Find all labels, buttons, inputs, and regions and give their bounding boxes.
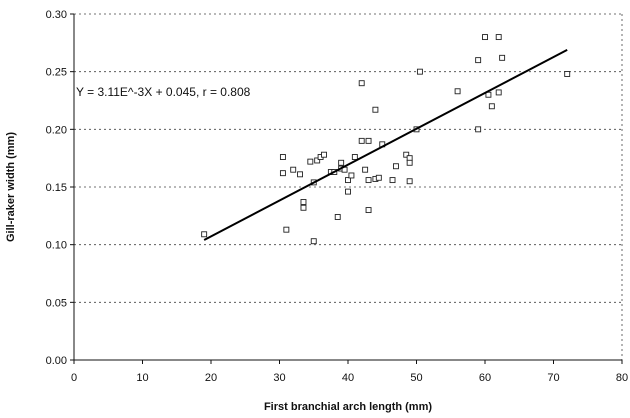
- data-point: [290, 166, 297, 173]
- data-points: [201, 34, 571, 245]
- y-tick-label: 0.25: [46, 67, 67, 79]
- y-tick-label: 0.20: [46, 124, 67, 136]
- data-point: [297, 171, 303, 178]
- x-tick-label: 30: [273, 372, 285, 384]
- data-point: [358, 137, 365, 144]
- data-point: [314, 157, 321, 164]
- data-point: [283, 226, 290, 233]
- data-point: [365, 177, 372, 184]
- x-tick-label: 60: [479, 372, 491, 384]
- data-point: [307, 158, 314, 165]
- data-point: [495, 89, 502, 96]
- y-tick-label: 0.05: [46, 297, 67, 309]
- data-point: [279, 170, 286, 177]
- regression-line-group: [203, 48, 568, 241]
- data-point: [416, 68, 423, 75]
- x-tick-label: 80: [616, 372, 628, 384]
- data-point: [406, 159, 413, 166]
- data-point: [482, 34, 488, 41]
- data-point: [454, 88, 461, 95]
- data-point: [321, 151, 327, 158]
- data-point: [475, 126, 482, 133]
- data-point: [564, 71, 571, 77]
- data-point: [310, 238, 317, 245]
- data-point: [365, 207, 372, 214]
- gridlines: [74, 71, 622, 303]
- x-tick-label: 10: [136, 372, 148, 384]
- x-tick-label: 0: [71, 372, 77, 384]
- x-axis: 0 10 20 30 40 50 60 70 80: [71, 360, 628, 384]
- y-axis: 0.00 0.05 0.10 0.15 0.20 0.25 0.30: [46, 9, 74, 367]
- data-point: [300, 199, 307, 205]
- x-tick-label: 50: [410, 372, 422, 384]
- data-point: [201, 231, 208, 238]
- data-point: [403, 151, 410, 158]
- y-tick-label: 0.00: [46, 355, 67, 367]
- x-tick-label: 20: [205, 372, 217, 384]
- data-point: [351, 154, 358, 160]
- data-point: [279, 154, 286, 160]
- data-point: [358, 80, 365, 87]
- data-point: [406, 178, 413, 185]
- regression-equation: Y = 3.11E^-3X + 0.045, r = 0.808: [76, 85, 251, 99]
- regression-line: [203, 48, 568, 241]
- data-point: [485, 91, 492, 98]
- data-point: [495, 34, 502, 41]
- data-point: [499, 54, 506, 61]
- data-point: [338, 159, 345, 166]
- data-point: [488, 103, 495, 110]
- y-tick-label: 0.10: [46, 240, 67, 252]
- data-point: [375, 174, 382, 181]
- data-point: [300, 204, 307, 211]
- data-point: [345, 188, 351, 195]
- x-axis-title: First branchial arch length (mm): [264, 401, 432, 413]
- data-point: [475, 57, 482, 64]
- y-axis-title: Gill-raker width (mm): [5, 132, 17, 242]
- data-point: [393, 163, 399, 170]
- data-point: [334, 214, 341, 220]
- data-point: [348, 172, 355, 179]
- x-tick-label: 40: [342, 372, 354, 384]
- data-point: [372, 106, 379, 113]
- data-point: [365, 137, 372, 144]
- data-point: [389, 177, 396, 184]
- data-point: [345, 177, 351, 184]
- y-tick-label: 0.15: [46, 182, 67, 194]
- y-tick-label: 0.30: [46, 9, 67, 21]
- data-point: [362, 166, 369, 173]
- x-tick-label: 70: [547, 372, 559, 384]
